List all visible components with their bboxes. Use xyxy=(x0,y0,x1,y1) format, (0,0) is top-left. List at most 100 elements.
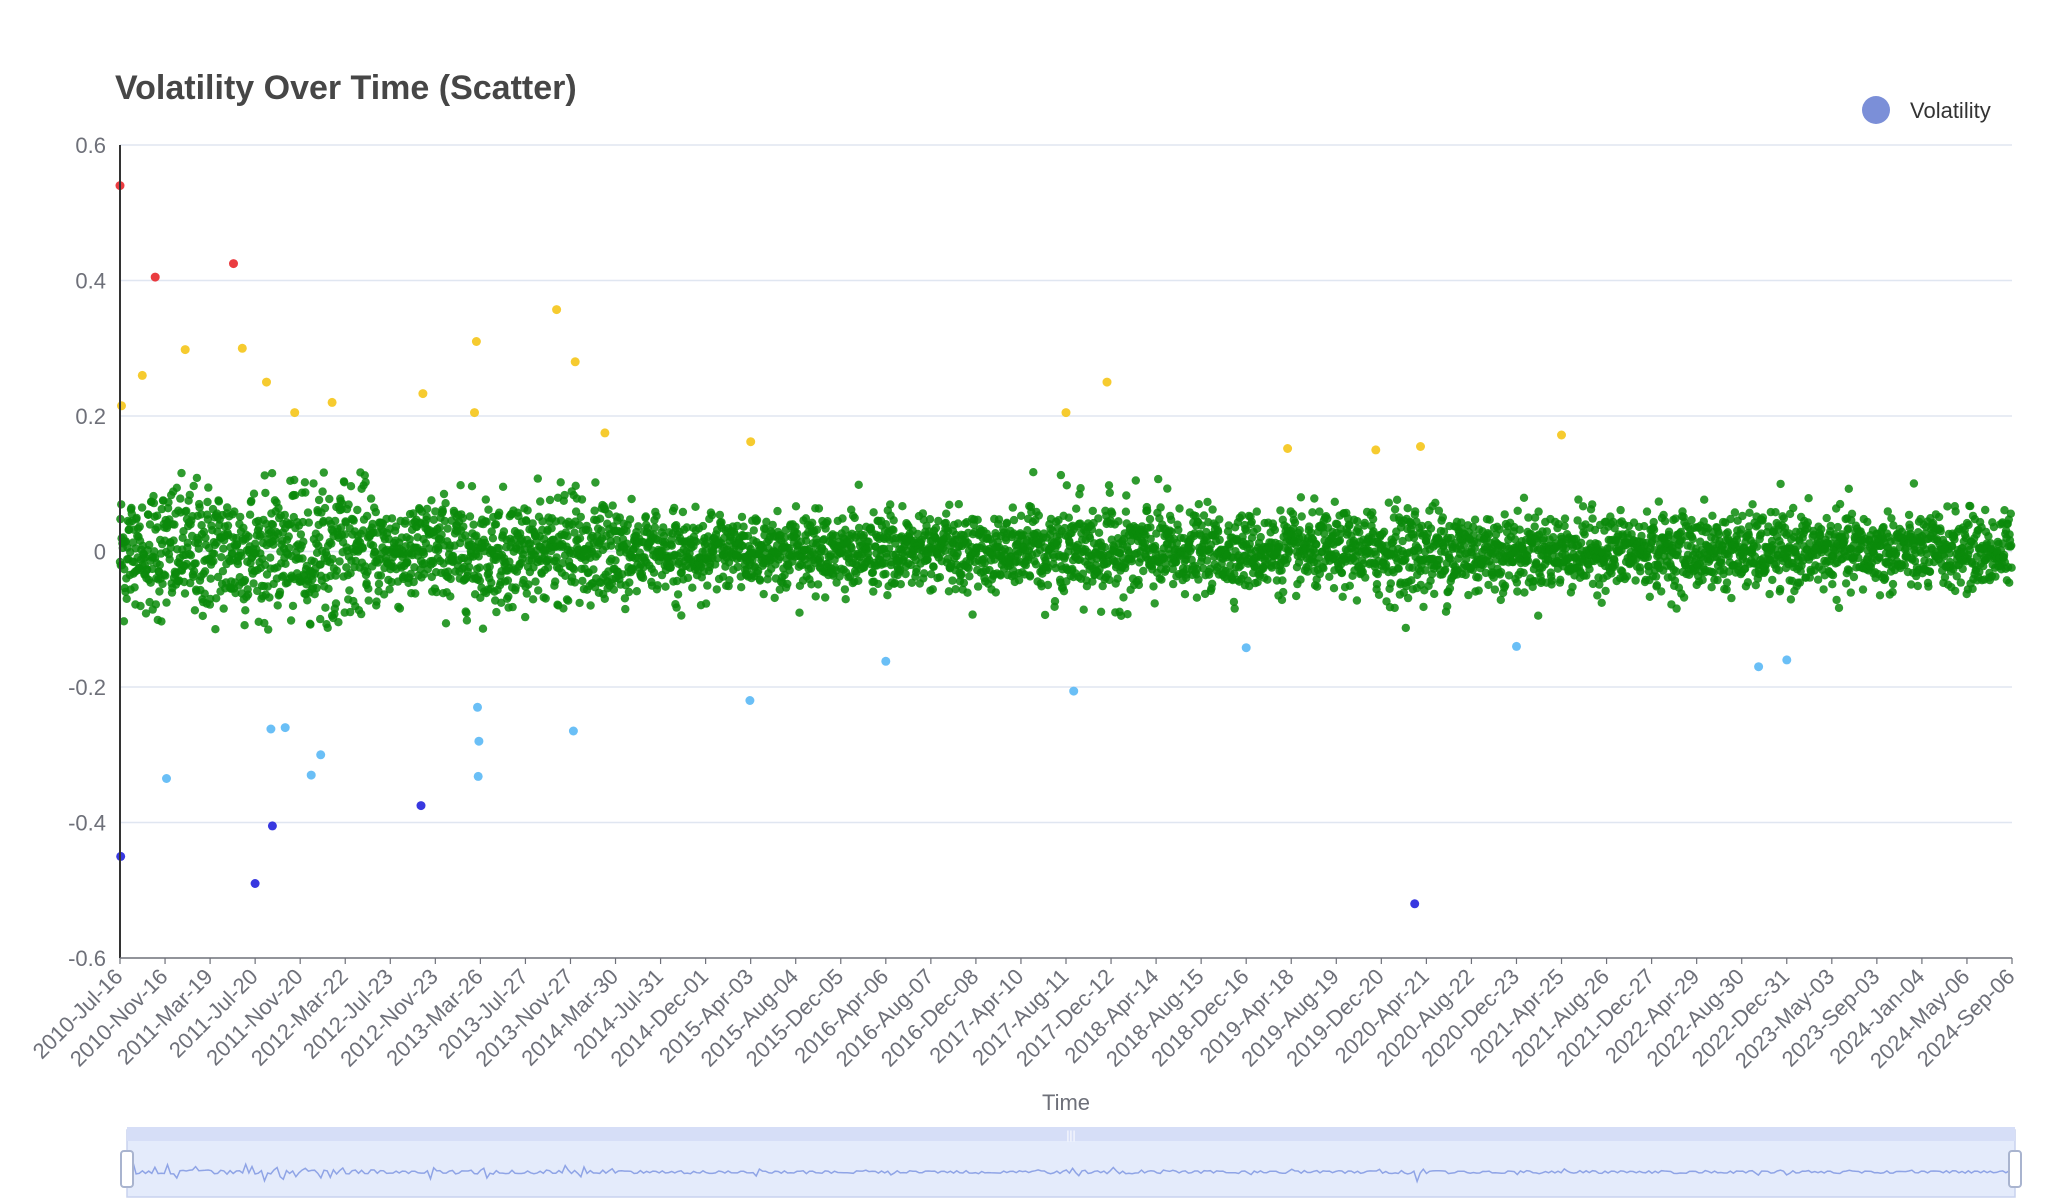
scatter-point xyxy=(589,565,598,574)
scatter-point xyxy=(478,624,488,633)
scatter-point xyxy=(1936,526,1945,536)
scatter-point xyxy=(152,511,162,520)
scatter-point xyxy=(334,618,343,627)
data-zoom-drag-grip[interactable]: ||| xyxy=(1066,1128,1075,1142)
scatter-point xyxy=(1485,515,1494,524)
legend[interactable]: Volatility xyxy=(1862,96,1991,124)
scatter-point xyxy=(957,570,966,579)
scatter-point xyxy=(1421,566,1430,575)
scatter-point xyxy=(195,503,204,512)
scatter-point xyxy=(953,549,962,558)
scatter-point xyxy=(1439,527,1449,536)
scatter-point xyxy=(1510,535,1520,544)
scatter-point xyxy=(1277,595,1287,605)
scatter-point xyxy=(1102,377,1112,387)
scatter-point xyxy=(703,581,712,590)
scatter-point xyxy=(759,589,768,599)
scatter-point xyxy=(1197,521,1206,530)
scatter-point xyxy=(409,577,418,587)
data-zoom-top-bar[interactable] xyxy=(127,1127,2015,1141)
scatter-point xyxy=(1804,494,1813,503)
scatter-point xyxy=(868,568,878,577)
scatter-point xyxy=(752,515,762,525)
scatter-point xyxy=(1143,506,1152,515)
scatter-point xyxy=(230,507,239,516)
scatter-point xyxy=(357,609,366,619)
scatter-point xyxy=(1156,503,1165,512)
scatter-point xyxy=(465,512,475,521)
scatter-point xyxy=(203,497,212,507)
scatter-point xyxy=(1909,479,1919,488)
scatter-point xyxy=(755,576,765,585)
scatter-point xyxy=(1622,572,1632,581)
scatter-point xyxy=(528,595,538,604)
scatter-point xyxy=(1353,517,1362,526)
scatter-point xyxy=(346,569,355,578)
data-zoom-slider[interactable]: ||| xyxy=(120,1127,2022,1198)
scatter-point xyxy=(358,544,367,553)
scatter-point xyxy=(465,562,474,572)
scatter-point xyxy=(561,571,570,580)
scatter-point xyxy=(268,520,278,529)
data-zoom-right-handle[interactable] xyxy=(2008,1150,2022,1188)
scatter-point xyxy=(371,507,380,517)
scatter-point xyxy=(667,541,676,550)
scatter-point xyxy=(150,272,160,282)
scatter-point xyxy=(1082,582,1092,591)
scatter-point xyxy=(440,516,449,526)
scatter-point xyxy=(737,583,746,592)
scatter-point xyxy=(342,563,351,572)
scatter-point xyxy=(948,576,957,585)
scatter-point xyxy=(316,614,325,624)
scatter-point xyxy=(1122,491,1131,500)
scatter-point xyxy=(1605,543,1614,552)
scatter-point xyxy=(137,503,147,512)
scatter-point xyxy=(312,583,321,593)
scatter-point xyxy=(290,408,300,418)
scatter-point xyxy=(1580,530,1589,539)
scatter-point xyxy=(117,500,126,509)
scatter-point xyxy=(1443,602,1452,611)
scatter-point xyxy=(1500,510,1509,519)
scatter-point xyxy=(1512,578,1522,587)
scatter-point xyxy=(1104,481,1114,490)
scatter-point xyxy=(1155,514,1164,523)
scatter-point xyxy=(279,571,288,580)
scatter-point xyxy=(1913,581,1923,591)
scatter-point xyxy=(615,513,624,522)
scatter-point xyxy=(991,588,1000,597)
scatter-point xyxy=(1534,611,1543,620)
scatter-point xyxy=(954,500,963,509)
scatter-point xyxy=(1751,581,1761,590)
scatter-point xyxy=(1403,593,1413,603)
scatter-point xyxy=(625,578,634,587)
scatter-point xyxy=(151,600,161,609)
scatter-point xyxy=(1722,585,1731,594)
scatter-point xyxy=(1283,555,1292,564)
scatter-point xyxy=(494,544,503,553)
scatter-point xyxy=(1588,514,1597,523)
scatter-point xyxy=(925,515,935,524)
scatter-point xyxy=(137,370,147,380)
scatter-point xyxy=(492,607,501,617)
scatter-point xyxy=(165,555,174,564)
scatter-point xyxy=(364,584,373,593)
scatter-point xyxy=(622,539,632,548)
scatter-point xyxy=(1593,591,1602,600)
data-zoom-left-handle[interactable] xyxy=(120,1150,134,1188)
scatter-point xyxy=(994,515,1004,524)
scatter-point xyxy=(1577,538,1586,547)
scatter-point xyxy=(1951,586,1960,596)
scatter-point xyxy=(1748,500,1757,509)
scatter-point xyxy=(456,481,465,490)
scatter-point xyxy=(504,592,513,601)
scatter-point xyxy=(1906,580,1916,589)
scatter-point xyxy=(1557,430,1566,440)
scatter-point xyxy=(237,551,246,560)
scatter-point xyxy=(551,577,560,586)
scatter-point xyxy=(1607,569,1616,578)
scatter-point xyxy=(661,582,670,591)
data-zoom-track[interactable] xyxy=(126,1129,2016,1198)
scatter-point xyxy=(835,572,844,581)
